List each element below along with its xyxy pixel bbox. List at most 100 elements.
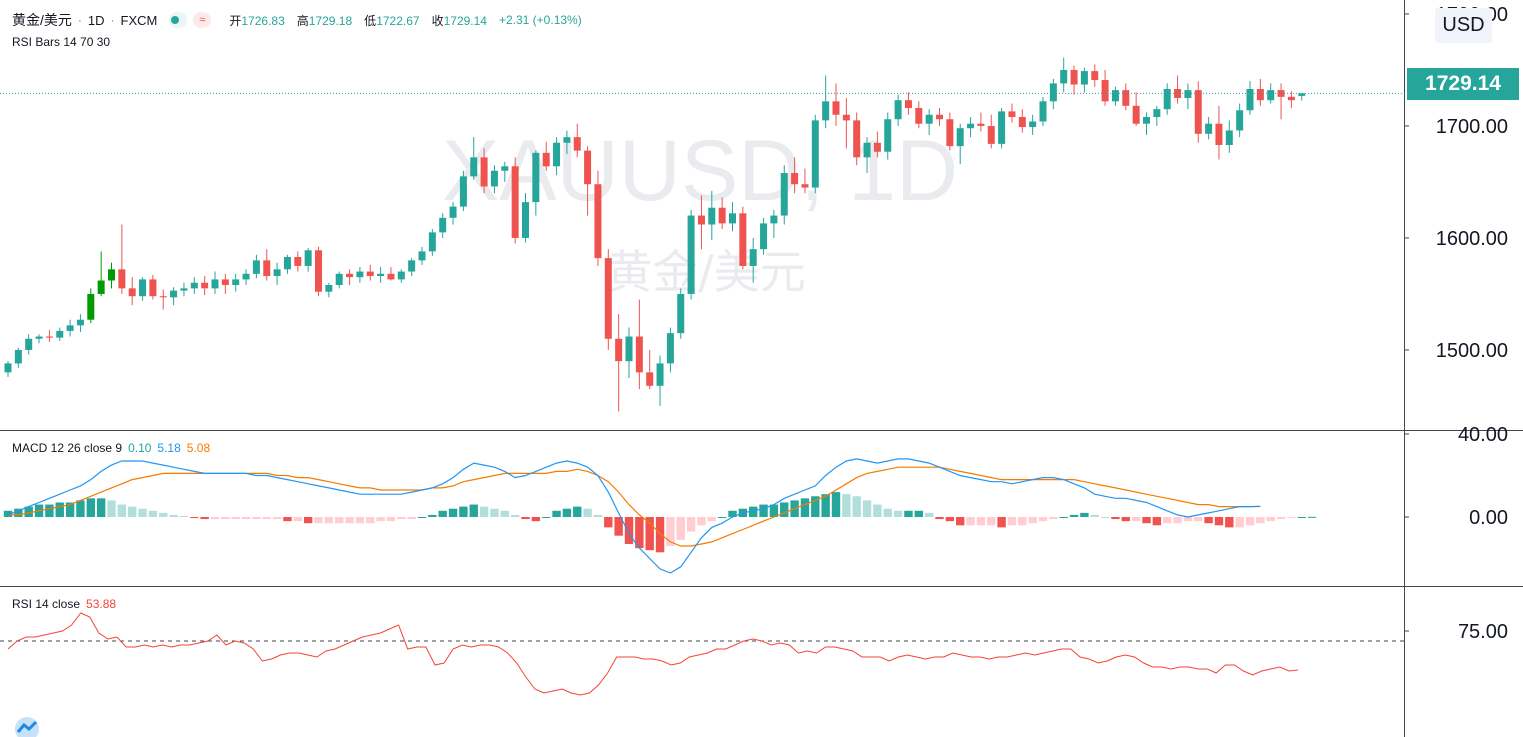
candle-body	[1143, 117, 1150, 124]
candle-body	[387, 273, 395, 280]
macd-histogram-bar	[707, 517, 716, 522]
candle-body	[1163, 89, 1171, 110]
macd-histogram-bar	[448, 508, 458, 517]
candle-body	[1184, 90, 1192, 98]
candle-body	[873, 142, 881, 152]
macd-histogram-bar	[159, 512, 168, 517]
currency-badge[interactable]: USD	[1435, 8, 1492, 43]
candle-body	[511, 166, 519, 238]
candle	[936, 108, 943, 126]
macd-histogram-bar	[966, 517, 975, 526]
macd-histogram-bar	[1111, 517, 1120, 520]
candle	[263, 249, 271, 281]
candle-body	[987, 125, 995, 144]
candle	[1205, 117, 1213, 140]
candle-body	[998, 111, 1006, 144]
candle	[1184, 83, 1192, 110]
candle	[408, 258, 416, 277]
candle	[294, 251, 302, 272]
macd-histogram-bar	[1131, 517, 1141, 522]
indicator-legend-rsi-bars[interactable]: RSI Bars 14 70 30	[12, 35, 116, 49]
candle	[1132, 92, 1140, 126]
macd-histogram-bar	[200, 517, 209, 520]
macd-histogram-bar	[1100, 517, 1110, 518]
macd-histogram-bar	[1225, 517, 1234, 528]
candle-body	[170, 290, 178, 298]
candle-body	[1153, 109, 1161, 117]
macd-histogram-bar	[272, 517, 282, 520]
interval-label[interactable]: 1D	[87, 12, 105, 28]
candle-body	[894, 100, 902, 120]
candle-body	[729, 213, 736, 224]
candle-body	[1049, 83, 1057, 102]
candle-body	[946, 119, 954, 147]
macd-hist-value: 0.10	[128, 441, 152, 455]
candle	[1091, 64, 1099, 87]
candle-body	[1080, 71, 1088, 85]
macd-histogram-bar	[1080, 512, 1089, 517]
macd-histogram-bar	[1152, 517, 1162, 526]
macd-histogram-bar	[862, 500, 872, 517]
candle-body	[1060, 69, 1068, 84]
candle	[1194, 81, 1202, 143]
macd-legend[interactable]: MACD 12 26 close 9 0.10 5.18 5.08	[12, 441, 216, 455]
macd-histogram-bar	[769, 504, 779, 517]
candlestick-series[interactable]	[4, 57, 1306, 412]
tradingview-logo-icon[interactable]	[14, 716, 40, 737]
candle-body	[1070, 69, 1078, 85]
macd-histogram-bar	[1256, 517, 1265, 524]
candle	[615, 314, 623, 412]
macd-histogram-bar	[417, 517, 427, 518]
macd-pane[interactable]	[3, 458, 1317, 574]
candle-body	[252, 260, 260, 274]
candle-body	[1267, 90, 1275, 101]
candle	[87, 288, 95, 324]
macd-histogram-bar	[1090, 514, 1099, 517]
candle-body	[615, 338, 623, 362]
candle	[987, 114, 995, 149]
macd-histogram-bar	[666, 517, 675, 547]
candle	[139, 277, 147, 301]
candle-body	[1236, 110, 1244, 131]
candle	[811, 114, 819, 194]
macd-histogram-bar	[1307, 516, 1317, 518]
rsi-legend[interactable]: RSI 14 close 53.88	[12, 597, 122, 611]
compare-wave-icon[interactable]: ≈	[193, 12, 212, 28]
candle-body	[108, 269, 115, 281]
candle	[97, 251, 105, 297]
market-status-icon[interactable]	[169, 12, 188, 28]
macd-histogram-bar	[1007, 517, 1017, 526]
macd-histogram-bar	[914, 510, 923, 517]
price-tick-label: 1500.00	[1436, 340, 1508, 362]
macd-signal-line	[8, 466, 1261, 547]
rsi-pane[interactable]	[0, 612, 1404, 696]
macd-histogram-bar	[573, 506, 582, 517]
candle-body	[201, 282, 209, 289]
candle-body	[346, 273, 354, 278]
candle-body	[1122, 90, 1130, 106]
price-axis[interactable]: 1700.001700.001600.001500.0040.000.0075.…	[1404, 4, 1508, 643]
candle-body	[1246, 89, 1254, 111]
macd-histogram-bar	[324, 517, 334, 524]
macd-histogram-bar	[831, 492, 841, 517]
candle	[998, 108, 1006, 149]
candle	[273, 262, 281, 285]
candle	[863, 137, 871, 173]
candle-body	[697, 215, 705, 225]
candle-body	[801, 184, 809, 188]
candle-body	[76, 319, 84, 326]
macd-histogram-bar	[252, 517, 261, 520]
candle	[1122, 83, 1130, 111]
macd-histogram-bar	[397, 517, 406, 520]
symbol-name[interactable]: 黄金/美元	[12, 12, 72, 28]
macd-histogram-bar	[935, 517, 944, 520]
candle	[708, 190, 716, 241]
candle	[304, 248, 312, 272]
macd-histogram-bar	[676, 517, 685, 540]
candle-body	[4, 363, 12, 373]
candle-body	[356, 271, 364, 278]
candle-body	[128, 288, 136, 297]
macd-histogram-bar	[117, 504, 127, 517]
macd-histogram-bar	[956, 517, 965, 526]
